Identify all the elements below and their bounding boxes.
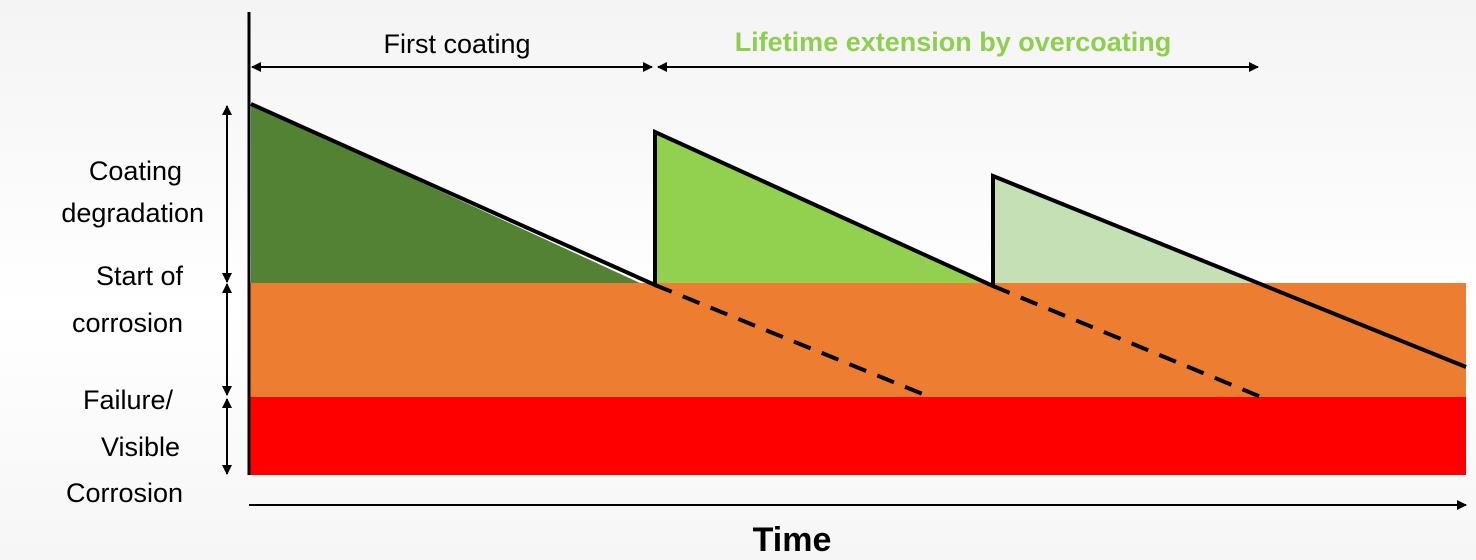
projected-line-2 <box>992 284 1262 399</box>
start-of-corrosion-label-line2: corrosion <box>72 308 183 338</box>
failure-label-line1: Failure/ <box>83 385 174 415</box>
coating-degradation-label-line2: degradation <box>61 198 204 228</box>
time-axis-label: Time <box>753 521 832 559</box>
failure-zone <box>249 397 1466 475</box>
projected-line-1 <box>654 283 931 399</box>
coating-degradation-label-line1: Coating <box>89 156 182 186</box>
degradation-line <box>250 102 1467 369</box>
lifetime-extension-label: Lifetime extension by overcoating <box>735 27 1172 57</box>
first-coating-label: First coating <box>383 29 530 59</box>
failure-label-line3: Corrosion <box>66 478 183 508</box>
corrosion-zone <box>249 283 1466 397</box>
failure-label-line2: Visible <box>101 432 180 462</box>
start-of-corrosion-label-line1: Start of <box>96 261 184 291</box>
